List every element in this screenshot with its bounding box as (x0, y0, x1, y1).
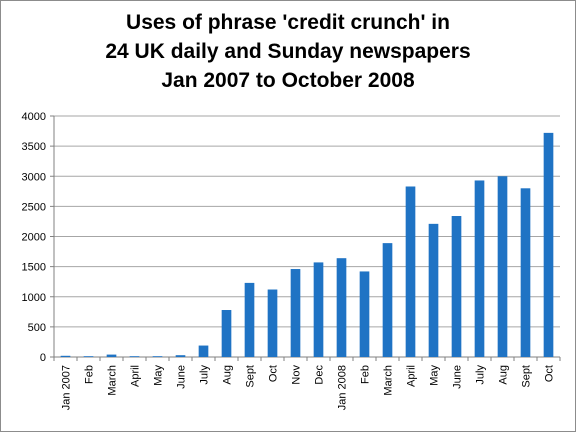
chart-title: Uses of phrase 'credit crunch' in 24 UK … (0, 8, 576, 95)
bar (175, 355, 186, 357)
bar (106, 354, 117, 357)
x-tick-label: Feb (84, 365, 96, 384)
x-tick-label: March (107, 365, 119, 396)
x-tick-label: May (429, 365, 441, 386)
x-tick-label: April (130, 365, 142, 387)
bar (290, 269, 301, 357)
bar (336, 258, 347, 357)
bar (405, 186, 416, 357)
y-tick-label: 0 (40, 352, 46, 364)
x-tick-label: March (383, 365, 395, 396)
bar (474, 180, 485, 357)
chart-title-line-2: 24 UK daily and Sunday newspapers (105, 40, 471, 63)
y-tick-label: 1000 (22, 292, 46, 304)
bar (198, 345, 209, 357)
bar (244, 282, 255, 357)
x-tick-label: Sept (245, 365, 257, 388)
x-tick-label: Oct (544, 365, 556, 382)
y-tick-label: 2000 (22, 232, 46, 244)
y-tick-label: 3500 (22, 141, 46, 153)
bar (497, 176, 508, 357)
x-tick-label: April (406, 365, 418, 387)
x-tick-label: Nov (291, 365, 303, 385)
x-tick-label: June (452, 365, 464, 389)
bar (152, 356, 163, 357)
x-tick-label: May (153, 365, 165, 386)
bar (451, 216, 462, 357)
x-tick-label: Aug (222, 365, 234, 385)
x-tick-label: Sept (521, 365, 533, 388)
bar (129, 356, 140, 357)
x-tick-label: July (199, 365, 211, 385)
y-tick-label: 1500 (22, 262, 46, 274)
bar (60, 355, 71, 357)
bar (520, 188, 531, 357)
x-tick-label: July (475, 365, 487, 385)
bar (267, 289, 278, 357)
chart-title-line-3: Jan 2007 to October 2008 (161, 69, 415, 92)
y-tick-label: 2500 (22, 201, 46, 213)
bar (382, 243, 393, 357)
bar (313, 262, 324, 357)
bar (221, 310, 232, 357)
x-tick-label: Jan 2008 (337, 365, 349, 410)
x-tick-label: June (176, 365, 188, 389)
y-tick-label: 4000 (22, 111, 46, 123)
chart-title-line-1: Uses of phrase 'credit crunch' in (126, 11, 450, 34)
bar (428, 223, 439, 357)
y-tick-label: 3000 (22, 171, 46, 183)
bar (359, 271, 370, 357)
bar (83, 356, 94, 357)
x-tick-label: Aug (498, 365, 510, 385)
x-tick-label: Oct (268, 365, 280, 382)
x-tick-label: Dec (314, 365, 326, 385)
bar (543, 132, 554, 357)
y-tick-label: 500 (28, 322, 46, 334)
x-tick-label: Jan 2007 (61, 365, 73, 410)
x-tick-label: Feb (360, 365, 372, 384)
